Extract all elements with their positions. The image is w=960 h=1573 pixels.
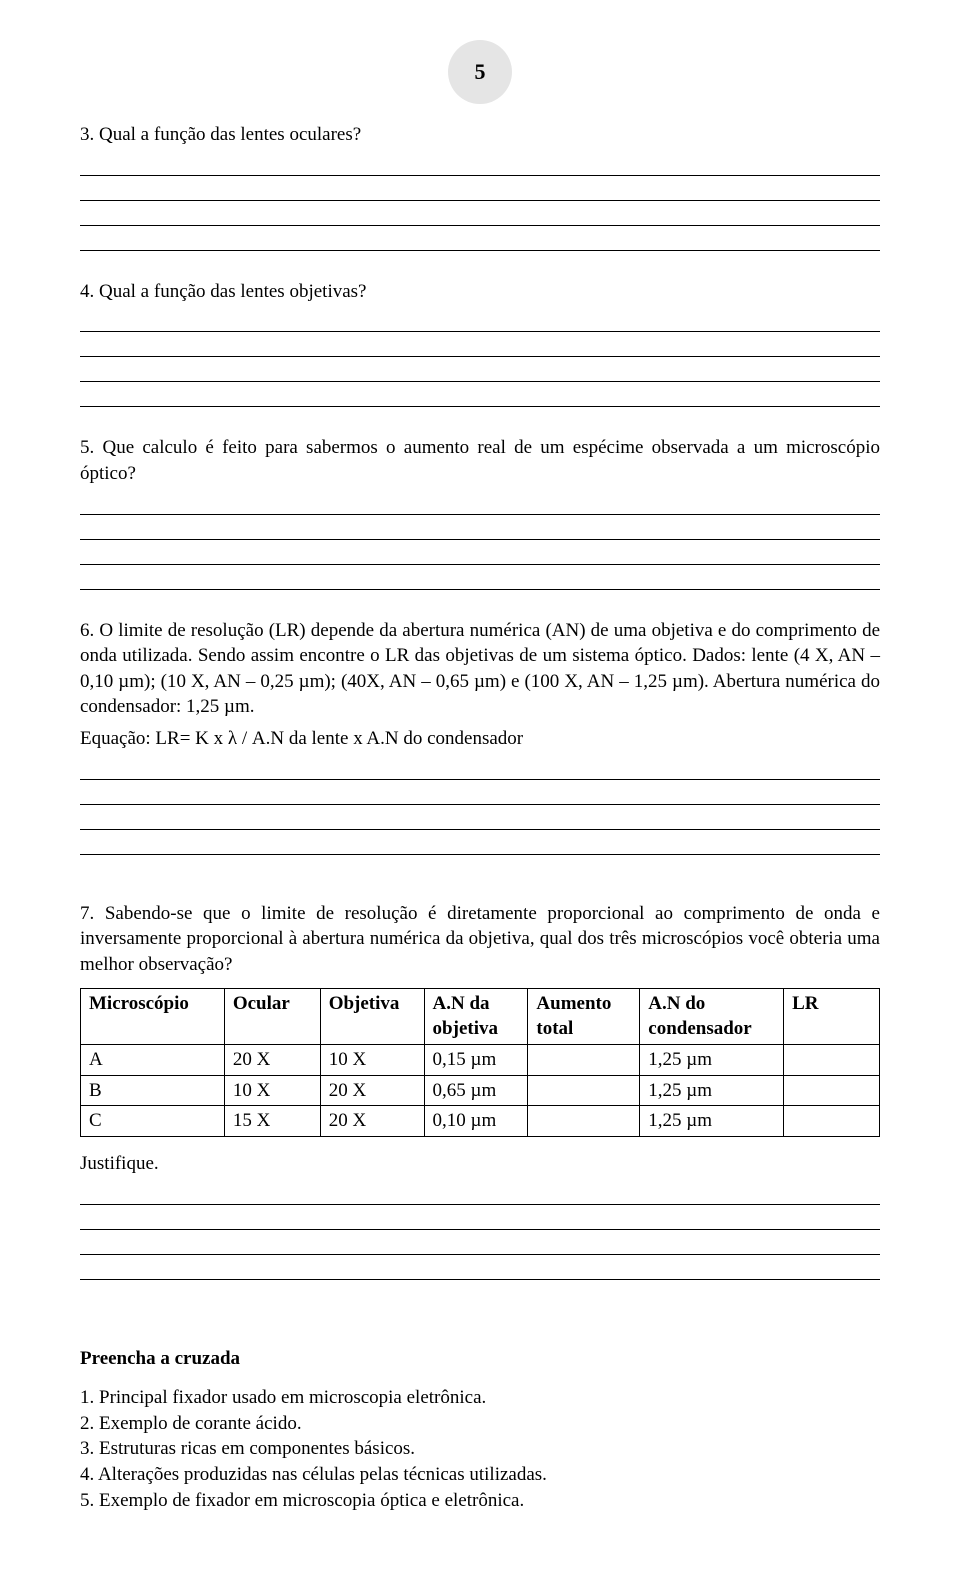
table-cell: 0,65 µm [424,1075,528,1106]
answer-line[interactable] [80,310,880,332]
cruzada-item: 2. Exemplo de corante ácido. [80,1411,880,1437]
answer-line[interactable] [80,783,880,805]
table-header-cell: Ocular [224,988,320,1044]
question-5: 5. Que calculo é feito para sabermos o a… [80,435,880,486]
page-number: 5 [475,57,486,87]
cruzada-item: 3. Estruturas ricas em componentes básic… [80,1436,880,1462]
blank-lines-justifique [80,1183,880,1280]
table-row: A20 X10 X0,15 µm 1,25 µm [81,1044,880,1075]
table-header-cell: Objetiva [320,988,424,1044]
answer-line[interactable] [80,360,880,382]
blank-lines-q4 [80,310,880,407]
answer-line[interactable] [80,543,880,565]
question-3: 3. Qual a função das lentes oculares? [80,122,880,148]
blank-lines-q6 [80,758,880,855]
table-header-cell: LR [784,988,880,1044]
table-cell: 1,25 µm [640,1106,784,1137]
table-cell: 20 X [320,1075,424,1106]
page-number-badge: 5 [448,40,512,104]
cruzada-item: 1. Principal fixador usado em microscopi… [80,1385,880,1411]
table-row: B10 X20 X0,65 µm 1,25 µm [81,1075,880,1106]
table-cell: 1,25 µm [640,1044,784,1075]
answer-line[interactable] [80,204,880,226]
question-7: 7. Sabendo-se que o limite de resolução … [80,901,880,978]
answer-line[interactable] [80,154,880,176]
answer-line[interactable] [80,1183,880,1205]
question-4: 4. Qual a função das lentes objetivas? [80,279,880,305]
cruzada-list: 1. Principal fixador usado em microscopi… [80,1385,880,1513]
question-6-part2: Equação: LR= K x λ / A.N da lente x A.N … [80,726,880,752]
table-cell: 10 X [320,1044,424,1075]
table-cell: A [81,1044,225,1075]
table-cell [528,1075,640,1106]
table-cell: C [81,1106,225,1137]
answer-line[interactable] [80,1208,880,1230]
question-6-part1: 6. O limite de resolução (LR) depende da… [80,618,880,721]
table-cell: 1,25 µm [640,1075,784,1106]
table-header-cell: A.N do condensador [640,988,784,1044]
answer-line[interactable] [80,808,880,830]
answer-line[interactable] [80,335,880,357]
table-cell: 0,10 µm [424,1106,528,1137]
answer-line[interactable] [80,385,880,407]
table-cell [784,1106,880,1137]
microscope-table: MicroscópioOcularObjetivaA.N da objetiva… [80,988,880,1137]
answer-line[interactable] [80,1233,880,1255]
table-header-cell: Aumento total [528,988,640,1044]
table-cell [784,1075,880,1106]
table-header-cell: Microscópio [81,988,225,1044]
table-cell: 15 X [224,1106,320,1137]
blank-lines-q3 [80,154,880,251]
answer-line[interactable] [80,833,880,855]
answer-line[interactable] [80,229,880,251]
justifique-label: Justifique. [80,1151,880,1177]
answer-line[interactable] [80,1258,880,1280]
table-header-row: MicroscópioOcularObjetivaA.N da objetiva… [81,988,880,1044]
table-cell: 20 X [320,1106,424,1137]
cruzada-item: 4. Alterações produzidas nas células pel… [80,1462,880,1488]
table-cell: 0,15 µm [424,1044,528,1075]
answer-line[interactable] [80,493,880,515]
table-cell: 20 X [224,1044,320,1075]
table-cell [784,1044,880,1075]
table-cell [528,1044,640,1075]
cruzada-item: 5. Exemplo de fixador em microscopia ópt… [80,1488,880,1514]
table-cell: B [81,1075,225,1106]
table-row: C15 X20 X0,10 µm 1,25 µm [81,1106,880,1137]
answer-line[interactable] [80,179,880,201]
table-cell [528,1106,640,1137]
cruzada-title: Preencha a cruzada [80,1346,880,1372]
answer-line[interactable] [80,518,880,540]
answer-line[interactable] [80,758,880,780]
answer-line[interactable] [80,568,880,590]
table-cell: 10 X [224,1075,320,1106]
blank-lines-q5 [80,493,880,590]
table-header-cell: A.N da objetiva [424,988,528,1044]
